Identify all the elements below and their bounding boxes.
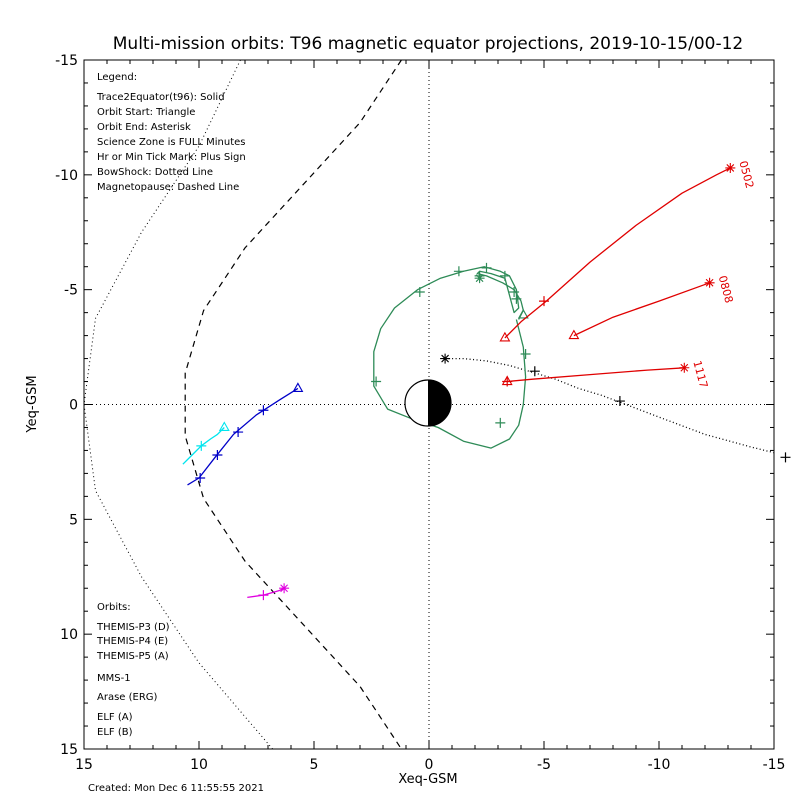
plus-tick-mark	[414, 286, 425, 297]
orbit-trace: 1117	[501, 359, 710, 390]
legend-line: Hr or Min Tick Mark: Plus Sign	[97, 152, 246, 163]
plus-tick-mark	[495, 417, 506, 428]
orbit-trace	[440, 353, 791, 463]
plus-tick-mark	[499, 270, 510, 281]
x-tick-label: 15	[75, 757, 93, 773]
plus-tick-mark	[258, 590, 269, 601]
plus-tick-mark	[780, 452, 791, 463]
orbit-series: 0502 0808 1117	[182, 159, 791, 601]
y-tick-label: -15	[55, 53, 78, 69]
start-triangle	[501, 375, 513, 386]
end-asterisk	[279, 583, 290, 594]
end-asterisk	[725, 162, 736, 173]
legend-line: Magnetopause: Dashed Line	[97, 182, 239, 193]
orbit-legend-entry: THEMIS-P5 (A)	[96, 651, 169, 662]
plus-tick-mark	[529, 366, 540, 377]
orbit-path	[507, 367, 685, 383]
plus-tick-mark	[481, 262, 492, 273]
orbit-trace: 0502	[499, 159, 756, 342]
x-tick-label: -10	[648, 757, 671, 773]
y-tick-label: -10	[55, 168, 78, 184]
boundary-curves	[83, 59, 402, 750]
orbit-legend-entry: Arase (ERG)	[97, 692, 158, 703]
orbit-time-label: 0808	[716, 274, 736, 304]
start-triangle	[517, 308, 529, 319]
orbit-trace	[247, 583, 290, 601]
orbit-trace	[371, 262, 531, 449]
orbit-path	[504, 167, 731, 339]
x-axis-label: Xeq-GSM	[398, 772, 457, 787]
legend-block: Legend: Trace2Equator(t96): Solid Orbit …	[96, 72, 246, 193]
x-tick-label: -15	[763, 757, 786, 773]
plus-tick-mark	[453, 266, 464, 277]
start-triangle	[568, 329, 580, 340]
legend-line: Orbit Start: Triangle	[97, 107, 195, 118]
plus-tick-mark	[233, 427, 244, 438]
legend-line: Trace2Equator(t96): Solid	[96, 92, 225, 103]
plus-tick-mark	[520, 348, 531, 359]
legend-line: Science Zone is FULL Minutes	[97, 137, 246, 148]
start-triangle	[292, 382, 304, 392]
orbit-legend-entry: MMS-1	[97, 673, 131, 684]
x-tick-label: 5	[310, 757, 319, 773]
orbit-trace: 0808	[568, 274, 736, 340]
orbit-legend-entry: ELF (A)	[97, 712, 133, 723]
orbit-time-label: 0502	[736, 159, 756, 189]
orbit-path	[182, 427, 225, 465]
plus-tick-mark	[196, 440, 207, 451]
legend-line: Legend:	[97, 72, 137, 83]
start-triangle	[499, 331, 511, 342]
start-triangle	[218, 421, 230, 432]
orbit-time-label: 1117	[690, 359, 710, 389]
orbit-trace	[182, 421, 230, 465]
end-asterisk	[704, 277, 715, 288]
y-tick-label: 5	[69, 512, 78, 528]
orbit-legend-entry: THEMIS-P4 (E)	[96, 636, 168, 647]
plus-tick-mark	[511, 293, 522, 304]
orbit-legend-entry: ELF (B)	[97, 727, 133, 738]
orbits-legend: Orbits: THEMIS-P3 (D) THEMIS-P4 (E) THEM…	[96, 602, 170, 738]
orbit-path	[373, 266, 527, 449]
y-tick-label: 10	[60, 627, 78, 643]
y-tick-label: 0	[69, 398, 78, 414]
x-tick-label: 10	[190, 757, 208, 773]
x-tick-label: 0	[425, 757, 434, 773]
end-asterisk	[474, 273, 485, 284]
end-asterisk	[679, 362, 690, 373]
orbit-path	[247, 587, 285, 599]
created-timestamp: Created: Mon Dec 6 11:55:55 2021	[88, 783, 264, 794]
orbit-path	[573, 282, 710, 337]
orbit-legend-entry: THEMIS-P3 (D)	[96, 622, 170, 633]
plus-tick-mark	[539, 296, 549, 307]
x-tick-label: -5	[537, 757, 551, 773]
plus-tick-mark	[371, 376, 382, 387]
legend-line: Orbit End: Asterisk	[97, 122, 191, 133]
orbit-path	[187, 387, 299, 486]
magnetopause-curve	[184, 59, 402, 750]
plus-tick-mark	[509, 286, 520, 297]
plus-tick-mark	[212, 450, 223, 461]
earth-icon	[404, 379, 452, 427]
plus-tick-mark	[258, 405, 269, 416]
plus-tick-mark	[614, 396, 625, 407]
orbits-header: Orbits:	[97, 602, 131, 613]
y-tick-label: -5	[64, 283, 78, 299]
y-axis-label: Yeq-GSM	[25, 375, 40, 433]
plus-tick-mark	[195, 472, 206, 483]
chart-title: Multi-mission orbits: T96 magnetic equat…	[113, 34, 744, 54]
legend-line: BowShock: Dotted Line	[97, 167, 213, 178]
orbit-trace	[187, 382, 304, 486]
end-asterisk	[440, 353, 451, 364]
y-tick-label: 15	[60, 742, 78, 758]
